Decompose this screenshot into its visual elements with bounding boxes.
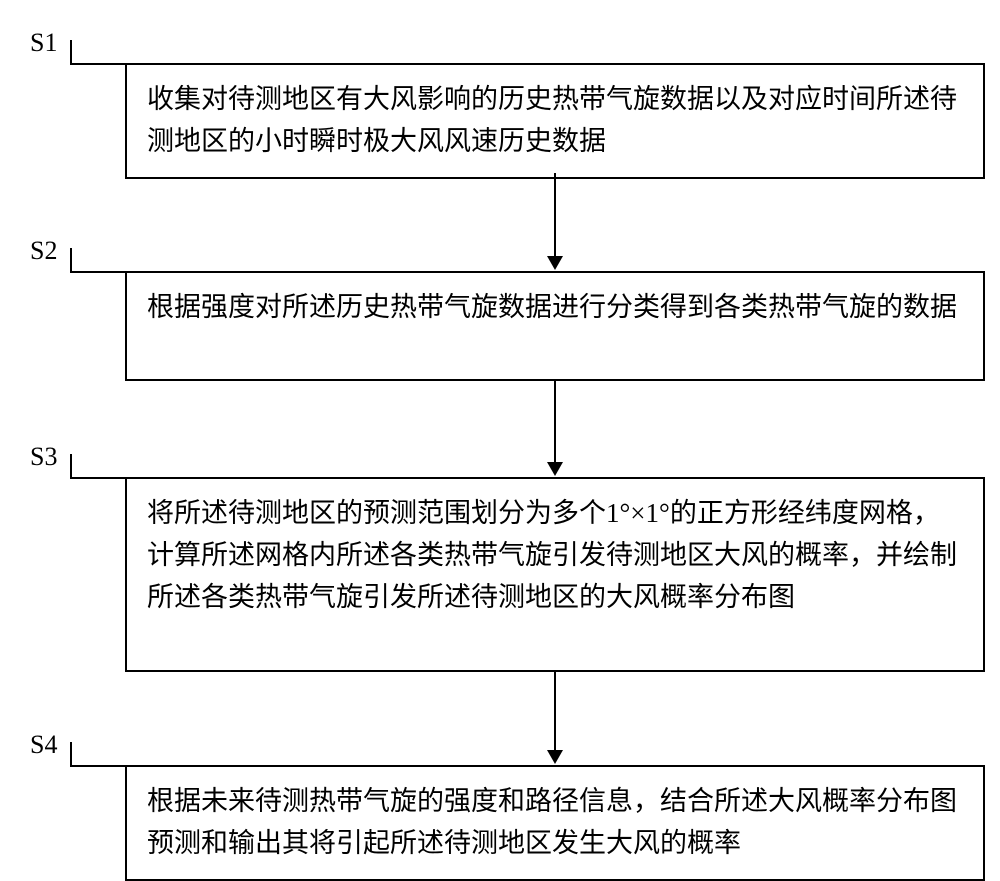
flowchart-container: S1 收集对待测地区有大风影响的历史热带气旋数据以及对应时间所述待测地区的小时瞬… xyxy=(20,20,980,803)
step-label-s3: S3 xyxy=(30,442,57,472)
step-box-s2: 根据强度对所述历史热带气旋数据进行分类得到各类热带气旋的数据 xyxy=(125,271,985,381)
arrow-line xyxy=(554,381,556,463)
step-connector-s1 xyxy=(70,40,125,65)
arrow-head-icon xyxy=(547,256,563,270)
arrow-line xyxy=(554,173,556,257)
step-label-s4: S4 xyxy=(30,730,57,760)
arrow-s3-s4 xyxy=(547,672,563,764)
step-label-s2: S2 xyxy=(30,236,57,266)
step-text-s1: 收集对待测地区有大风影响的历史热带气旋数据以及对应时间所述待测地区的小时瞬时极大… xyxy=(147,84,957,156)
step-box-s1: 收集对待测地区有大风影响的历史热带气旋数据以及对应时间所述待测地区的小时瞬时极大… xyxy=(125,63,985,179)
step-connector-s2 xyxy=(70,248,125,273)
arrow-line xyxy=(554,672,556,751)
arrow-s1-s2 xyxy=(547,173,563,270)
arrow-s2-s3 xyxy=(547,381,563,476)
step-label-s1: S1 xyxy=(30,28,57,58)
step-text-s4: 根据未来待测热带气旋的强度和路径信息，结合所述大风概率分布图预测和输出其将引起所… xyxy=(147,786,957,858)
arrow-head-icon xyxy=(547,750,563,764)
arrow-head-icon xyxy=(547,462,563,476)
step-connector-s3 xyxy=(70,454,125,479)
step-connector-s4 xyxy=(70,742,125,767)
step-text-s2: 根据强度对所述历史热带气旋数据进行分类得到各类热带气旋的数据 xyxy=(147,292,957,322)
step-text-s3: 将所述待测地区的预测范围划分为多个1°×1°的正方形经纬度网格，计算所述网格内所… xyxy=(147,498,957,612)
step-box-s3: 将所述待测地区的预测范围划分为多个1°×1°的正方形经纬度网格，计算所述网格内所… xyxy=(125,477,985,672)
